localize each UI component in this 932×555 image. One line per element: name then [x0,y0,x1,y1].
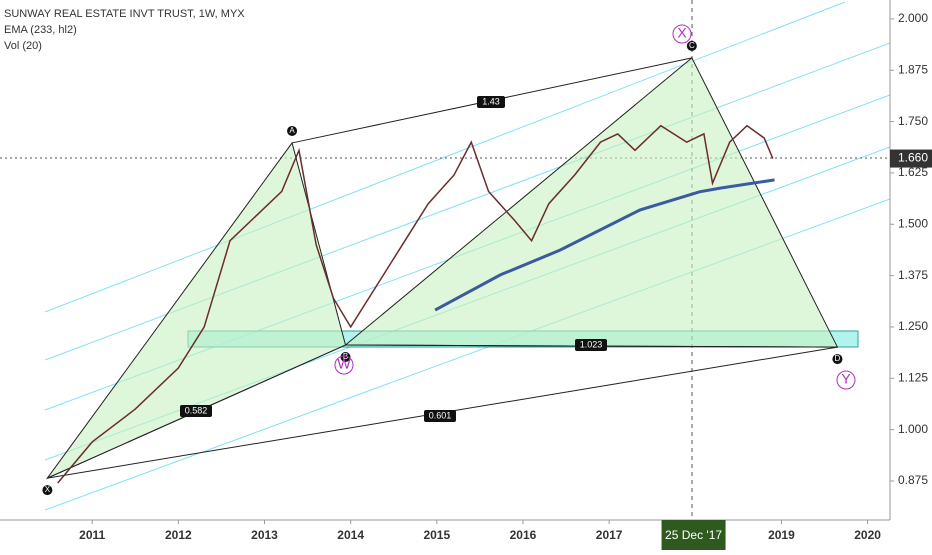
crosshair-box [661,520,726,550]
ratio-label: 0.582 [185,405,208,415]
x-tick-label: 2014 [337,528,364,542]
pattern-point-badge [832,354,843,365]
wave-label: Y [841,371,851,387]
last-price-label: 1.660 [898,151,928,165]
x-axis [0,520,932,550]
ratio-box [477,96,505,108]
pattern-point-badge [340,352,351,363]
ratio-box [424,410,456,422]
y-tick-label: 1.250 [898,319,928,333]
wave-label: W [337,356,351,372]
price-line [57,124,774,484]
wave-circle [836,370,856,390]
ema-line [434,178,775,312]
indicator: Vol (20) [4,40,42,52]
x-tick-label: 2020 [854,528,881,542]
y-tick-label: 1.375 [898,268,928,282]
chart-title: SUNWAY REAL ESTATE INVT TRUST, 1W, MYX [4,8,245,20]
x-tick-label: 2017 [596,528,623,542]
x-tick-label: 2016 [510,528,537,542]
indicator: EMA (233, hl2) [4,24,77,36]
pattern-point-label: X [45,485,51,494]
y-tick-label: 1.625 [898,165,928,179]
crosshair-label: 25 Dec '17 [665,528,722,542]
y-tick-label: 1.125 [898,370,928,384]
pattern-point-label: A [289,126,295,135]
ratio-label: 1.023 [580,339,603,349]
x-tick-label: 2012 [165,528,192,542]
ratio-label: 0.601 [429,410,452,420]
wave-label: X [677,25,687,41]
y-tick-label: 2.000 [898,11,928,25]
ratio-box [575,339,607,351]
pattern-point-badge [287,125,298,136]
ratio-box [180,405,212,417]
x-tick-label: 2011 [79,528,105,542]
pattern-point-badge [686,40,697,51]
y-tick-label: 1.875 [898,62,928,76]
wave-circle [672,24,692,44]
pattern-point-badge [42,485,53,496]
pattern-point-label: B [343,352,348,361]
ratio-label: 1.43 [482,96,500,106]
y-tick-label: 1.750 [898,114,928,128]
y-axis [890,0,932,550]
last-price-box [890,149,932,168]
y-tick-label: 1.500 [898,216,928,230]
y-tick-label: 0.875 [898,473,928,487]
x-tick-label: 2019 [768,528,795,542]
pattern-point-label: C [689,41,695,50]
x-tick-label: 2013 [251,528,278,542]
wave-circle [334,355,354,375]
pattern-point-label: D [835,354,841,363]
x-tick-label: 2015 [423,528,450,542]
channel-line [44,1,846,313]
y-tick-label: 1.000 [898,422,928,436]
